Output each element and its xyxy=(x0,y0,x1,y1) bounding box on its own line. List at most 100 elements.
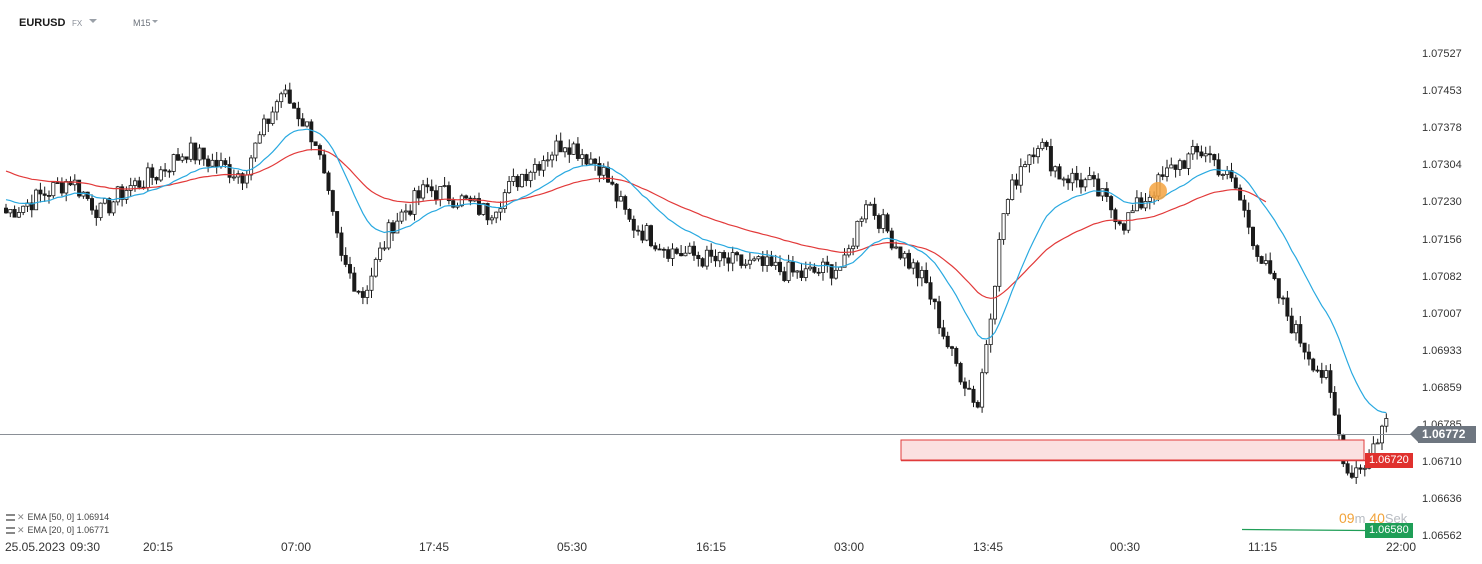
candle-body xyxy=(782,271,787,281)
resistance-zone[interactable] xyxy=(900,439,1365,461)
candle-body xyxy=(476,198,481,215)
candle-body xyxy=(816,271,821,274)
indicator-legend-ema20[interactable]: ✕ EMA [20, 0] 1.06771 xyxy=(6,525,109,536)
remove-indicator-icon[interactable]: ✕ xyxy=(17,512,25,522)
candle-body xyxy=(330,190,335,212)
time-axis-label: 11:15 xyxy=(1248,540,1278,554)
candle-body xyxy=(967,387,972,390)
candle-body xyxy=(919,269,924,279)
candle-body xyxy=(902,252,907,259)
timeframe-selector[interactable]: M15 xyxy=(133,18,151,28)
symbol-selector[interactable]: EURUSD xyxy=(19,17,66,29)
candle-body xyxy=(502,192,507,210)
price-axis-label: 1.07156 xyxy=(1422,233,1462,246)
candle-body xyxy=(601,166,606,176)
candle-body xyxy=(1259,256,1264,264)
candle-body xyxy=(915,262,920,279)
timeframe-dropdown-chevron-icon[interactable] xyxy=(152,20,158,23)
candle-body xyxy=(532,163,537,173)
candle-body xyxy=(950,346,955,349)
candle-body xyxy=(1169,164,1174,169)
candle-body xyxy=(1057,166,1062,180)
candle-body xyxy=(795,270,800,273)
candle-body xyxy=(395,220,400,234)
candle-body xyxy=(1298,324,1303,344)
candle-body xyxy=(274,101,279,113)
countdown-seconds-unit: Sek xyxy=(1384,511,1408,526)
candle-body xyxy=(1212,154,1217,161)
indicator-legend-ema50[interactable]: ✕ EMA [50, 0] 1.06914 xyxy=(6,512,109,523)
candle-body xyxy=(924,269,929,284)
candle-body xyxy=(1173,164,1178,170)
candle-body xyxy=(296,107,301,120)
candle-body xyxy=(1345,463,1350,474)
candle-body xyxy=(115,186,120,203)
candle-body xyxy=(1109,196,1114,211)
indicator-settings-icon[interactable] xyxy=(6,514,15,522)
candle-body xyxy=(167,170,172,173)
candle-body xyxy=(674,248,679,254)
candle-body xyxy=(369,275,374,291)
candlesticks xyxy=(4,82,1389,484)
time-axis-label: 00:30 xyxy=(1110,540,1141,554)
candle-body xyxy=(240,173,245,184)
indicator-value: 1.06771 xyxy=(76,525,110,535)
candle-body xyxy=(653,245,658,250)
candle-body xyxy=(984,344,989,374)
remove-indicator-icon[interactable]: ✕ xyxy=(17,525,25,535)
candle-body xyxy=(485,203,490,221)
candle-body xyxy=(670,248,675,259)
candle-body xyxy=(580,154,585,159)
candle-body xyxy=(322,154,327,174)
candle-body xyxy=(511,176,516,182)
candle-body xyxy=(1165,167,1170,177)
candle-body xyxy=(313,141,318,146)
candle-body xyxy=(227,164,232,178)
candle-body xyxy=(1177,160,1182,170)
time-axis-label: 13:45 xyxy=(973,540,1004,554)
candle-body xyxy=(102,198,107,204)
candle-body xyxy=(244,174,249,184)
indicator-settings-icon[interactable] xyxy=(6,527,15,535)
candle-body xyxy=(206,158,211,167)
candle-body xyxy=(851,245,856,250)
candle-body xyxy=(958,363,963,383)
candle-body xyxy=(180,156,185,161)
candle-body xyxy=(778,261,783,273)
candle-body xyxy=(292,102,297,109)
candle-body xyxy=(120,186,125,200)
candle-body xyxy=(1122,223,1127,231)
candle-body xyxy=(90,198,95,211)
candle-body xyxy=(1199,151,1204,157)
candle-body xyxy=(1311,358,1316,371)
candle-body xyxy=(442,185,447,187)
candle-body xyxy=(868,203,873,206)
candle-body xyxy=(399,211,404,222)
candle-body xyxy=(842,254,847,268)
candle-body xyxy=(8,209,13,214)
candle-body xyxy=(730,252,735,264)
price-axis-label: 1.07007 xyxy=(1422,307,1462,320)
candle-body xyxy=(726,257,731,264)
candle-body xyxy=(214,159,219,168)
price-axis-label: 1.07378 xyxy=(1422,122,1462,135)
countdown-seconds: 40 xyxy=(1369,510,1385,526)
countdown-minutes: 09 xyxy=(1339,510,1355,526)
market-label: FX xyxy=(72,19,83,28)
candle-body xyxy=(709,249,714,257)
ema50-line xyxy=(5,148,1267,299)
candle-body xyxy=(287,89,292,104)
candle-body xyxy=(421,184,426,199)
symbol-dropdown-chevron-icon[interactable] xyxy=(89,19,97,23)
candle-body xyxy=(786,261,791,281)
candle-body xyxy=(137,180,142,188)
candle-body xyxy=(812,266,817,273)
resistance-price-tag: 1.06720 xyxy=(1365,453,1413,468)
candle-body xyxy=(907,252,912,269)
candle-body xyxy=(193,142,198,161)
candle-body xyxy=(631,218,636,231)
candle-body xyxy=(494,211,499,219)
candle-body xyxy=(373,259,378,277)
candle-body xyxy=(829,264,834,279)
